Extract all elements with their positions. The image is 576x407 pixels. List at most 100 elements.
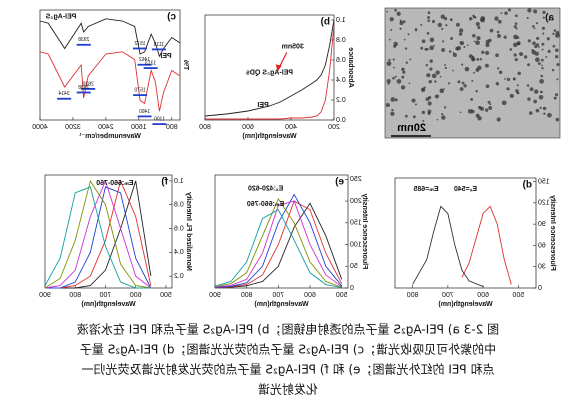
particle bbox=[533, 27, 536, 30]
particle bbox=[449, 18, 453, 22]
particle bbox=[399, 27, 402, 30]
peak-label: 1572 bbox=[134, 41, 145, 47]
particle bbox=[541, 42, 545, 46]
particle bbox=[467, 108, 473, 114]
series-label: PEI-Ag₂S QDs bbox=[246, 70, 293, 77]
particle bbox=[427, 16, 430, 19]
peak-marker bbox=[143, 67, 158, 69]
particle bbox=[458, 32, 463, 36]
particle bbox=[539, 106, 542, 110]
panel-label: d) bbox=[523, 180, 532, 191]
plot-frame bbox=[39, 9, 181, 121]
particle bbox=[427, 11, 431, 15]
spectrum-line bbox=[44, 186, 151, 289]
particle bbox=[513, 78, 516, 81]
particle bbox=[555, 93, 559, 97]
particle bbox=[389, 17, 394, 22]
particle bbox=[527, 97, 531, 101]
particle bbox=[390, 111, 395, 116]
particle bbox=[403, 38, 406, 41]
nanoparticles bbox=[385, 8, 560, 123]
particle bbox=[425, 64, 429, 67]
caption-line: 点和 PEI 的红外光谱图；e) 和 f) PEI-Ag₂S 量子点的荧光发射光… bbox=[82, 362, 495, 377]
y-tick-label: 0.4 bbox=[336, 77, 346, 84]
particle bbox=[470, 97, 474, 101]
particle bbox=[428, 80, 432, 84]
peak-label: 2938 bbox=[78, 85, 89, 91]
spectrum-line bbox=[44, 179, 151, 289]
annotation: Eₘ:660-760 bbox=[96, 180, 133, 187]
particle bbox=[555, 48, 559, 53]
particle bbox=[427, 19, 431, 23]
particle bbox=[390, 97, 396, 102]
x-axis-label: Wavelength(nm) bbox=[438, 301, 492, 308]
particle bbox=[463, 84, 467, 88]
arrow-head bbox=[275, 64, 282, 72]
x-tick-label: 500 bbox=[160, 292, 172, 299]
particle bbox=[427, 109, 432, 114]
x-tick-label: 600 bbox=[130, 292, 142, 299]
particle bbox=[503, 35, 507, 39]
particle bbox=[552, 44, 556, 48]
particle bbox=[551, 68, 555, 72]
particle bbox=[496, 30, 500, 34]
particle bbox=[481, 50, 485, 54]
y-tick-label: 60 bbox=[538, 242, 546, 249]
y-tick-label: 0.6 bbox=[174, 225, 184, 232]
y-tick-label: 0 bbox=[538, 285, 542, 292]
spectrum-line bbox=[44, 179, 152, 289]
particle bbox=[555, 117, 560, 122]
spectrum-line bbox=[45, 186, 152, 289]
annotation: 305nm bbox=[282, 43, 304, 50]
particle bbox=[426, 32, 430, 35]
particle bbox=[452, 52, 455, 54]
caption-line: 图 2-3 a) PEI-Ag₂S 量子点的透射电镜图；b) PEI-Ag₂S … bbox=[77, 322, 499, 337]
particle bbox=[411, 98, 416, 103]
spectrum-line bbox=[412, 205, 484, 287]
y-axis-label: T% bbox=[182, 59, 189, 70]
particle bbox=[408, 82, 411, 85]
particle bbox=[529, 87, 534, 92]
annotation: Eₓ:420-620 bbox=[248, 185, 283, 192]
x-tick-label: 600 bbox=[477, 292, 489, 299]
x-axis-label: Wavelength(nm) bbox=[81, 301, 135, 308]
x-tick-label: 800 bbox=[407, 292, 419, 299]
particle bbox=[439, 75, 442, 78]
particle bbox=[401, 68, 404, 71]
particle bbox=[527, 63, 530, 67]
particle bbox=[507, 8, 511, 12]
y-tick-label: 200 bbox=[350, 198, 362, 205]
particle bbox=[533, 99, 538, 104]
particle bbox=[394, 98, 398, 102]
particle bbox=[409, 58, 412, 61]
spectrum-line bbox=[204, 19, 335, 117]
particle bbox=[420, 24, 423, 27]
particle bbox=[456, 45, 462, 51]
particle bbox=[498, 70, 503, 75]
spectrum-line bbox=[214, 202, 343, 289]
caption-line: 化发射光谱 bbox=[258, 382, 318, 397]
series-label: PEI bbox=[160, 53, 171, 60]
particle bbox=[404, 47, 408, 50]
particle bbox=[509, 93, 514, 99]
particle bbox=[433, 44, 435, 47]
particle bbox=[391, 108, 394, 112]
scale-bar-label: 20nm bbox=[397, 122, 426, 134]
particle bbox=[538, 94, 544, 100]
particle bbox=[459, 111, 462, 114]
particle bbox=[541, 48, 544, 51]
particle bbox=[506, 87, 510, 91]
x-tick-label: 900 bbox=[209, 292, 221, 299]
x-axis-label: Wavenumber/cm⁻¹ bbox=[78, 133, 140, 140]
x-tick-label: 1600 bbox=[131, 124, 147, 131]
particle bbox=[475, 113, 480, 118]
peak-label: 2830 bbox=[82, 81, 93, 87]
particle bbox=[437, 22, 442, 28]
y-axis-label: Fluorescence Intensity bbox=[361, 193, 368, 269]
particle bbox=[485, 42, 490, 48]
particle bbox=[392, 58, 395, 61]
peak-label: 1313 bbox=[145, 61, 156, 67]
particle bbox=[495, 81, 500, 86]
particle bbox=[540, 74, 544, 78]
particle bbox=[473, 40, 476, 43]
